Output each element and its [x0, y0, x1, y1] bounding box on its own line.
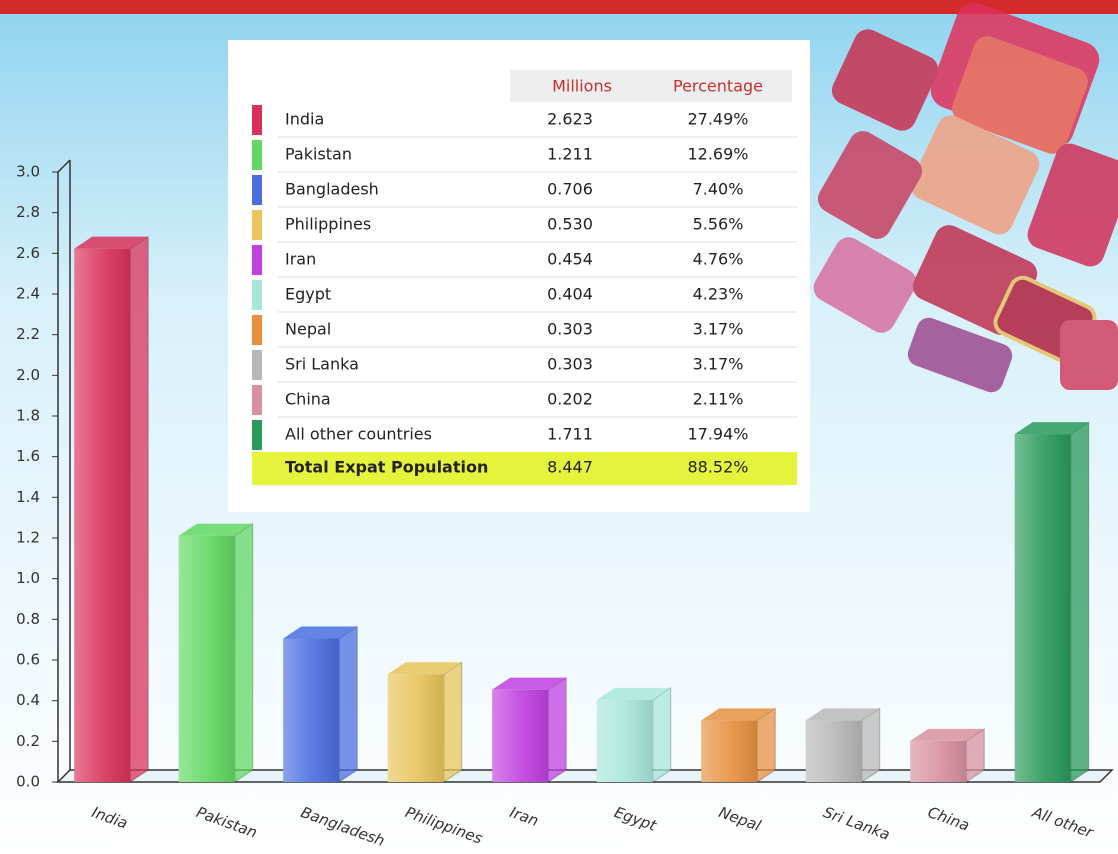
data-table: Millions Percentage Total Expat Populati… — [228, 40, 810, 512]
bar-group — [388, 662, 462, 782]
bar-group — [597, 688, 671, 782]
y-tick-label: 2.8 — [16, 203, 40, 221]
bar-shine — [597, 700, 653, 782]
bar-group — [1015, 422, 1089, 782]
bar-shine — [388, 674, 444, 782]
y-tick-label: 2.4 — [16, 285, 40, 303]
bar-shine — [283, 638, 339, 782]
table-millions: 2.623 — [547, 110, 593, 129]
legend-swatch — [252, 385, 262, 415]
bar-shine — [74, 249, 130, 782]
table-percentage: 3.17% — [693, 320, 744, 339]
table-percentage: 3.17% — [693, 355, 744, 374]
bar-shine — [910, 741, 966, 782]
bar-group — [283, 626, 357, 782]
bar-side — [339, 626, 357, 782]
y-tick-label: 2.2 — [16, 325, 40, 343]
y-tick-label: 1.6 — [16, 447, 40, 465]
table-percentage: 5.56% — [693, 215, 744, 234]
y-tick-label: 0.6 — [16, 651, 40, 669]
y-tick-label: 1.4 — [16, 488, 40, 506]
table-country: Sri Lanka — [285, 355, 359, 374]
table-country: All other countries — [285, 425, 432, 444]
table-country: Philippines — [285, 215, 371, 234]
bar-group — [806, 708, 880, 782]
table-percentage: 12.69% — [687, 145, 748, 164]
legend-swatch — [252, 315, 262, 345]
table-country: India — [285, 110, 324, 129]
legend-swatch — [252, 140, 262, 170]
legend-swatch — [252, 420, 262, 450]
table-percentage: 17.94% — [687, 425, 748, 444]
table-country: Nepal — [285, 320, 331, 339]
y-tick-label: 0.8 — [16, 610, 40, 628]
table-percentage: 2.11% — [693, 390, 744, 409]
bar-shine — [1015, 434, 1071, 782]
table-millions: 0.303 — [547, 355, 593, 374]
table-percentage: 4.23% — [693, 285, 744, 304]
legend-swatch — [252, 105, 262, 135]
y-tick-label: 3.0 — [16, 163, 40, 181]
bar-side — [235, 524, 253, 782]
bar-side — [548, 678, 566, 782]
bar-group — [74, 237, 148, 782]
table-millions: 1.711 — [547, 425, 593, 444]
table-country: Egypt — [285, 285, 331, 304]
top-bar — [0, 0, 1118, 14]
bar-shine — [492, 690, 548, 782]
y-tick-label: 1.2 — [16, 529, 40, 547]
bar-group — [701, 708, 775, 782]
y-tick-label: 0.2 — [16, 732, 40, 750]
page: 0.0 0.2 0.4 0.6 0.8 1.0 1.2 1.4 1.6 1.8 2.0 2.2 2.4 2… — [0, 0, 1118, 854]
y-tick-label: 0.0 — [16, 773, 40, 791]
bar-side — [130, 237, 148, 782]
table-percentage: 4.76% — [693, 250, 744, 269]
table-percentage: 27.49% — [687, 110, 748, 129]
legend-swatch — [252, 210, 262, 240]
bar-shine — [806, 720, 862, 782]
total-percentage: 88.52% — [687, 458, 748, 477]
y-tick-label: 1.0 — [16, 569, 40, 587]
bar-side — [653, 688, 671, 782]
legend-swatch — [252, 280, 262, 310]
bar-side — [1071, 422, 1089, 782]
bar-shine — [701, 720, 757, 782]
bar-group — [910, 729, 984, 782]
table-country: Bangladesh — [285, 180, 379, 199]
table-millions: 0.454 — [547, 250, 593, 269]
table-country: China — [285, 390, 331, 409]
bar-group — [492, 678, 566, 782]
y-tick-label: 1.8 — [16, 407, 40, 425]
table-millions: 0.202 — [547, 390, 593, 409]
legend-swatch — [252, 245, 262, 275]
legend-swatch — [252, 350, 262, 380]
y-tick-label: 0.4 — [16, 691, 40, 709]
table-header: Percentage — [673, 77, 763, 96]
bar-side — [862, 708, 880, 782]
table-millions: 0.706 — [547, 180, 593, 199]
legend-swatch — [252, 175, 262, 205]
total-label: Total Expat Population — [285, 458, 488, 477]
bar-side — [444, 662, 462, 782]
bar-group — [179, 524, 253, 782]
bar-side — [757, 708, 775, 782]
table-millions: 0.303 — [547, 320, 593, 339]
table-millions: 0.530 — [547, 215, 593, 234]
y-tick-label: 2.6 — [16, 244, 40, 262]
table-millions: 0.404 — [547, 285, 593, 304]
table-percentage: 7.40% — [693, 180, 744, 199]
y-tick-label: 2.0 — [16, 366, 40, 384]
table-country: Pakistan — [285, 145, 352, 164]
bar-shine — [179, 536, 235, 782]
total-millions: 8.447 — [547, 458, 593, 477]
table-header: Millions — [552, 77, 612, 96]
table-country: Iran — [285, 250, 316, 269]
table-millions: 1.211 — [547, 145, 593, 164]
